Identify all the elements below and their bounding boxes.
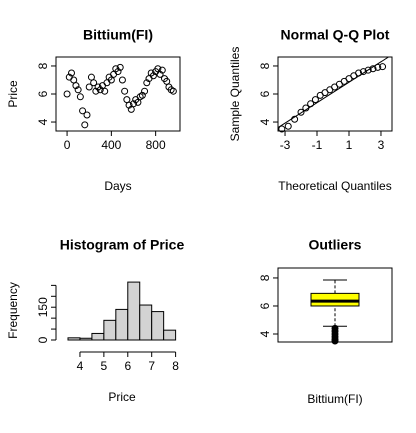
point bbox=[374, 63, 382, 71]
x-axis-label: Price bbox=[108, 390, 136, 404]
point bbox=[70, 76, 78, 84]
point bbox=[118, 76, 126, 84]
point bbox=[116, 63, 124, 71]
point bbox=[79, 107, 87, 115]
x-axis-label: Theoretical Quantiles bbox=[278, 179, 391, 193]
y-tick-label: 4 bbox=[258, 118, 272, 125]
x-tick-label: 7 bbox=[148, 359, 155, 373]
point bbox=[364, 66, 372, 74]
panel-title: Outliers bbox=[309, 237, 362, 253]
x-tick-label: 6 bbox=[124, 359, 131, 373]
panel-title: Bittium(FI) bbox=[83, 27, 153, 43]
x-tick-label: 400 bbox=[101, 138, 121, 152]
point bbox=[87, 73, 95, 81]
bar bbox=[127, 281, 141, 341]
point bbox=[307, 100, 315, 108]
y-tick-label: 8 bbox=[258, 274, 272, 281]
bar bbox=[91, 332, 105, 341]
point bbox=[355, 69, 363, 77]
x-tick-label: -3 bbox=[280, 138, 291, 152]
y-tick-label: 6 bbox=[258, 302, 272, 309]
panel-title: Normal Q-Q Plot bbox=[281, 27, 390, 43]
point bbox=[114, 68, 122, 76]
point bbox=[125, 101, 133, 109]
point bbox=[149, 72, 157, 80]
point bbox=[369, 65, 377, 73]
point bbox=[284, 122, 292, 130]
y-tick-label: 6 bbox=[36, 90, 50, 97]
point bbox=[138, 91, 146, 99]
point bbox=[85, 83, 93, 91]
x-tick-label: 3 bbox=[378, 138, 385, 152]
x-tick-label: 5 bbox=[101, 359, 108, 373]
y-axis-label: Frequency bbox=[6, 282, 20, 339]
point bbox=[74, 86, 82, 94]
point bbox=[291, 115, 299, 123]
x-tick-label: 4 bbox=[77, 359, 84, 373]
point bbox=[121, 87, 129, 95]
point bbox=[90, 79, 98, 87]
point bbox=[101, 87, 109, 95]
bar bbox=[79, 337, 93, 341]
y-axis-label: Price bbox=[6, 80, 20, 108]
outlier bbox=[331, 337, 339, 345]
x-tick-label: 8 bbox=[172, 359, 179, 373]
y-tick-label: 4 bbox=[258, 330, 272, 337]
y-tick-label: 4 bbox=[36, 118, 50, 125]
bar bbox=[115, 308, 129, 341]
point bbox=[63, 90, 71, 98]
bar bbox=[151, 311, 165, 341]
point bbox=[110, 70, 118, 78]
point bbox=[81, 121, 89, 129]
point bbox=[96, 86, 104, 94]
bar bbox=[139, 304, 153, 341]
x-tick-label: -1 bbox=[312, 138, 323, 152]
point bbox=[103, 79, 111, 87]
x-axis-label: Days bbox=[104, 179, 131, 193]
point bbox=[72, 82, 80, 90]
y-axis-label: Sample Quantiles bbox=[228, 47, 242, 142]
point bbox=[123, 96, 131, 104]
y-tick-label: 8 bbox=[36, 62, 50, 69]
point bbox=[76, 93, 84, 101]
point bbox=[143, 79, 151, 87]
point bbox=[297, 108, 305, 116]
bar bbox=[103, 319, 117, 341]
point bbox=[68, 69, 75, 77]
point bbox=[311, 96, 319, 104]
point bbox=[158, 66, 166, 74]
x-tick-label: 800 bbox=[146, 138, 166, 152]
point bbox=[141, 87, 149, 95]
point bbox=[359, 68, 367, 76]
point bbox=[278, 125, 286, 133]
y-tick-label: 6 bbox=[258, 90, 272, 97]
x-tick-label: Bittium(FI) bbox=[307, 392, 362, 406]
point bbox=[379, 63, 387, 71]
panel-title: Histogram of Price bbox=[60, 237, 185, 253]
bar bbox=[67, 337, 81, 341]
point bbox=[156, 70, 164, 78]
point bbox=[169, 87, 177, 95]
y-tick-label: 150 bbox=[36, 297, 50, 317]
y-tick-label: 8 bbox=[258, 62, 272, 69]
bar bbox=[163, 329, 177, 341]
point bbox=[302, 104, 310, 112]
point bbox=[130, 100, 137, 108]
x-tick-label: 1 bbox=[346, 138, 353, 152]
reference-line bbox=[278, 57, 390, 129]
point bbox=[92, 87, 100, 95]
point bbox=[83, 111, 91, 119]
y-tick-label: 0 bbox=[36, 336, 50, 343]
x-tick-label: 0 bbox=[64, 138, 71, 152]
